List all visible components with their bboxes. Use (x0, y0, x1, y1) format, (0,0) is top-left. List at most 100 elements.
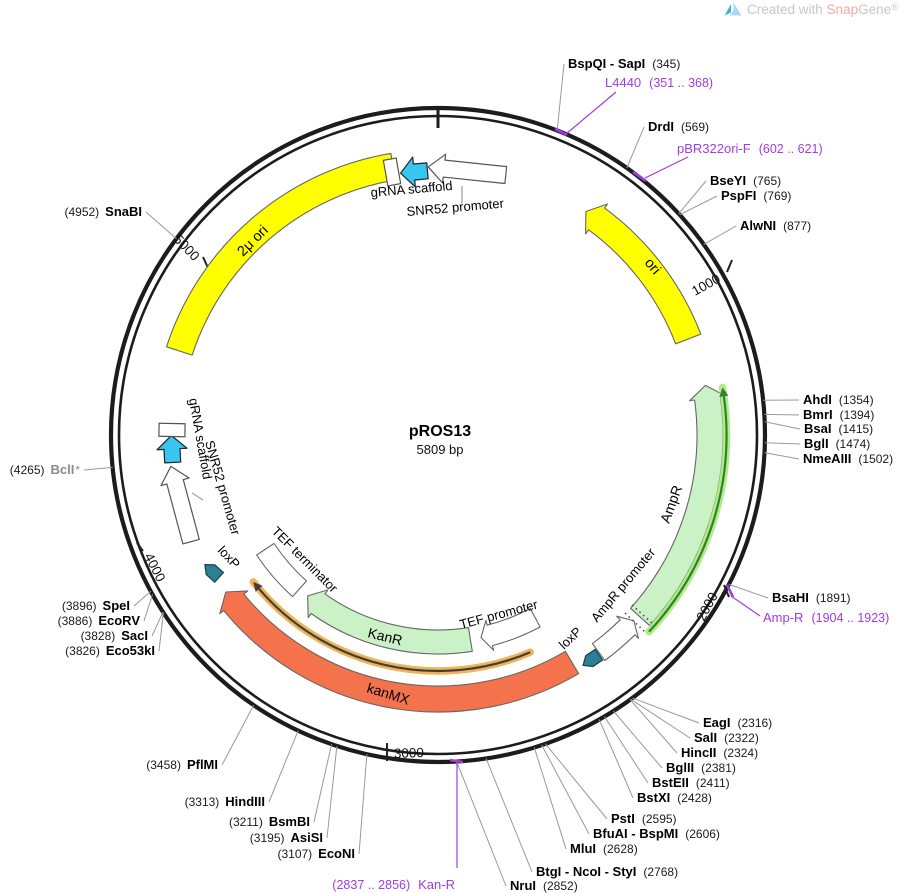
callout-line-PspFI (679, 195, 718, 216)
callout-line-SacI (151, 611, 164, 637)
primer-l4440-line (565, 91, 617, 135)
callout-line-BsmBI (313, 744, 333, 823)
callout-line-BsaI (764, 421, 801, 430)
enzyme-label-BsaI: BsaI (1415) (804, 421, 873, 436)
enzyme-label-BstEII: BstEII (2411) (652, 775, 730, 790)
callout-line-EcoRV (143, 594, 153, 622)
callout-line-EagI (632, 697, 700, 724)
scale-tick-label: 5000 (171, 232, 203, 264)
enzyme-label-BsaHI: BsaHI (1891) (772, 590, 851, 605)
enzyme-label-EcoRV: (3886) EcoRV (58, 613, 141, 628)
enzyme-label-BfuAI - BspMI: BfuAI - BspMI (2606) (593, 826, 720, 841)
callout-line-AsiSI (326, 745, 338, 839)
callout-line-SnaBI (145, 211, 177, 240)
callout-line-BspQI - SapI (556, 63, 565, 131)
callout-line-DrdI (626, 126, 645, 169)
label-ori: ori (641, 255, 664, 278)
label-loxp-left: loxP (215, 543, 243, 572)
callout-line-BstEII (603, 716, 649, 784)
enzyme-label-PspFI: PspFI (769) (721, 188, 791, 203)
enzyme-label-BglII: BglII (2381) (666, 760, 736, 775)
watermark-text: Created with SnapGene® (747, 2, 898, 17)
callout-line-PflMI (221, 704, 255, 766)
callout-line-SpeI (133, 590, 152, 607)
enzyme-label-NruI: NruI (2852) (510, 878, 578, 893)
callout-line-EcoNI (358, 754, 368, 855)
enzyme-label-BseYI: BseYI (765) (710, 173, 781, 188)
feature-ampr-promoter (591, 615, 639, 662)
loxp-right-shape (582, 648, 604, 668)
feature-ampr-translation-head (719, 387, 729, 397)
enzyme-label-BstXI: BstXI (2428) (637, 790, 712, 805)
callout-line-PstI (545, 743, 608, 820)
snapgene-logo-icon (724, 4, 731, 16)
enzyme-label-HincII: HincII (2324) (681, 745, 758, 760)
grna-spacer-left-shape (158, 422, 186, 438)
feature-grna-scaffold-top (399, 156, 429, 188)
callout-line-BstXI (598, 719, 634, 799)
enzyme-label-PflMI: (3458) PflMI (146, 757, 218, 772)
enzyme-label-BglI: BglI (1474) (804, 436, 870, 451)
feature-grna-spacer-left (158, 422, 186, 438)
callout-line-BclI (83, 466, 113, 471)
enzyme-label-SalI: SalI (2322) (694, 730, 759, 745)
callout-line-NmeAIII (764, 452, 800, 460)
enzyme-label-MluI: MluI (2628) (570, 841, 638, 856)
plasmid-size: 5809 bp (417, 442, 464, 457)
feature-ampr-translation (648, 396, 728, 633)
scale-tick (726, 259, 733, 273)
callout-line-BseYI (678, 180, 707, 215)
callout-line-HindIII (268, 730, 299, 803)
feature-grna-spacer-top (382, 157, 402, 187)
feature-tef-terminator (256, 542, 308, 598)
enzyme-label-HindIII: (3313) HindIII (185, 794, 265, 809)
primer-kan-r-label: (2837 .. 2856) Kan-R (332, 877, 455, 892)
loxp-left-shape (204, 564, 225, 584)
enzyme-label-EcoNI: (3107) EcoNI (277, 846, 355, 861)
primer-pbr322ori-f-label: pBR322ori-F (602 .. 621) (677, 141, 823, 156)
callout-line-HincII (629, 699, 678, 754)
label-snr52-promoter-top: SNR52 promoter (406, 195, 505, 219)
label-ampr: AmpR (657, 483, 685, 525)
snr52-promoter-left-shape (160, 465, 200, 545)
feature-loxp-right (582, 648, 604, 668)
feature-kanmx-translation-head (253, 581, 263, 592)
snapgene-logo-icon-light (729, 2, 742, 16)
feature-ori (585, 203, 702, 345)
enzyme-label-PstI: PstI (2595) (611, 811, 677, 826)
feature-kanmx (219, 590, 580, 713)
primer-amp-r-line (730, 595, 761, 617)
primer-l4440-label: L4440 (351 .. 368) (605, 75, 713, 90)
callout-line-BmrI (764, 413, 800, 416)
primer-l4440-mark (554, 127, 568, 137)
text-layer: pROS13 5809 bp (409, 423, 471, 457)
callout-line-BglI (764, 442, 801, 445)
feature-kanr (307, 589, 473, 655)
plasmid-name: pROS13 (409, 423, 471, 440)
primer-pbr322ori-f-line (644, 156, 689, 179)
primer-amp-r-mark (725, 584, 735, 598)
callout-line-BfuAI - BspMI (541, 744, 590, 835)
feature-snr52-promoter-left (160, 465, 200, 545)
callout-line-MluI (533, 747, 567, 850)
feature-tef-promoter (480, 607, 541, 651)
feature-snr52-promoter-top (427, 153, 508, 185)
callout-line-BsaHI (728, 583, 769, 599)
enzyme-label-AhdI: AhdI (1354) (803, 392, 874, 407)
callout-line-Eco53kI (158, 612, 164, 652)
grna-scaffold-top-shape (399, 156, 429, 188)
label-snr52-promoter-left: SNR52 promoter (202, 439, 243, 538)
enzyme-label-Eco53kI: (3826) Eco53kI (65, 643, 155, 658)
enzyme-label-BmrI: BmrI (1394) (803, 407, 874, 422)
enzyme-label-EagI: EagI (2316) (703, 715, 772, 730)
label-loxp-right: loxP (556, 624, 585, 652)
enzyme-label-BclI: (4265) BclI* (10, 462, 81, 477)
enzyme-label-AlwNI: AlwNI (877) (740, 218, 811, 233)
primer-amp-r-label: Amp-R (1904 .. 1923) (763, 610, 889, 625)
enzyme-label-AsiSI: (3195) AsiSI (250, 830, 323, 845)
feature-kanmx-translation (258, 588, 531, 673)
callout-line-AlwNI (703, 225, 737, 245)
callouts-layer: BspQI - SapI (345) DrdI (569) BseYI (765)PspF… (10, 56, 893, 893)
scale-tick (136, 542, 144, 552)
callout-line-BglII (613, 710, 663, 769)
